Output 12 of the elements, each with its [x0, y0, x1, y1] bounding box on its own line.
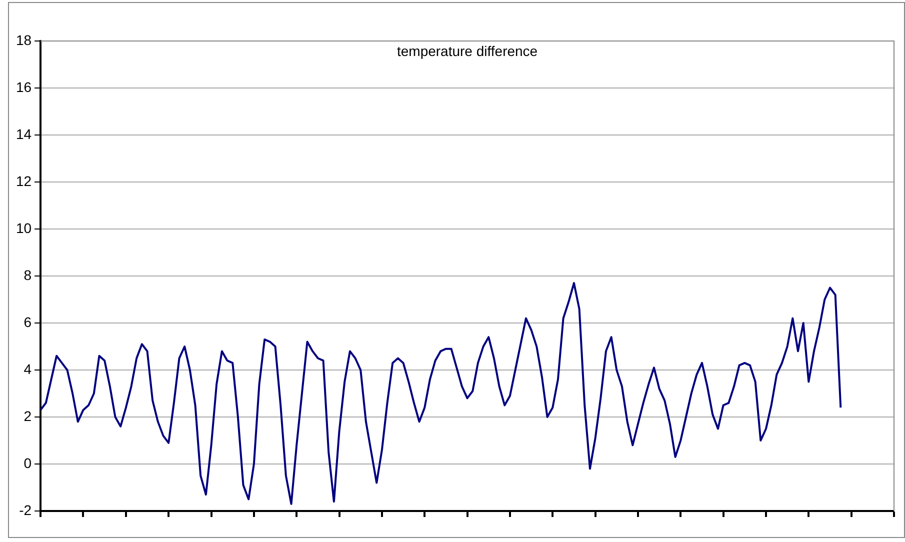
- y-tick-label: 12: [16, 172, 32, 189]
- y-tick-label: 10: [16, 220, 32, 236]
- y-tick-label: -2: [19, 502, 32, 518]
- y-tick-label: 2: [24, 408, 32, 424]
- y-tick-label: 4: [24, 360, 32, 377]
- chart-title: temperature difference: [396, 42, 538, 59]
- y-tick-label: 16: [16, 78, 32, 95]
- y-tick-label: 0: [24, 454, 32, 471]
- y-tick-label: 6: [24, 314, 32, 330]
- y-tick-label: 18: [16, 32, 32, 48]
- y-tick-label: 14: [16, 126, 32, 142]
- y-tick-label: 8: [24, 266, 32, 283]
